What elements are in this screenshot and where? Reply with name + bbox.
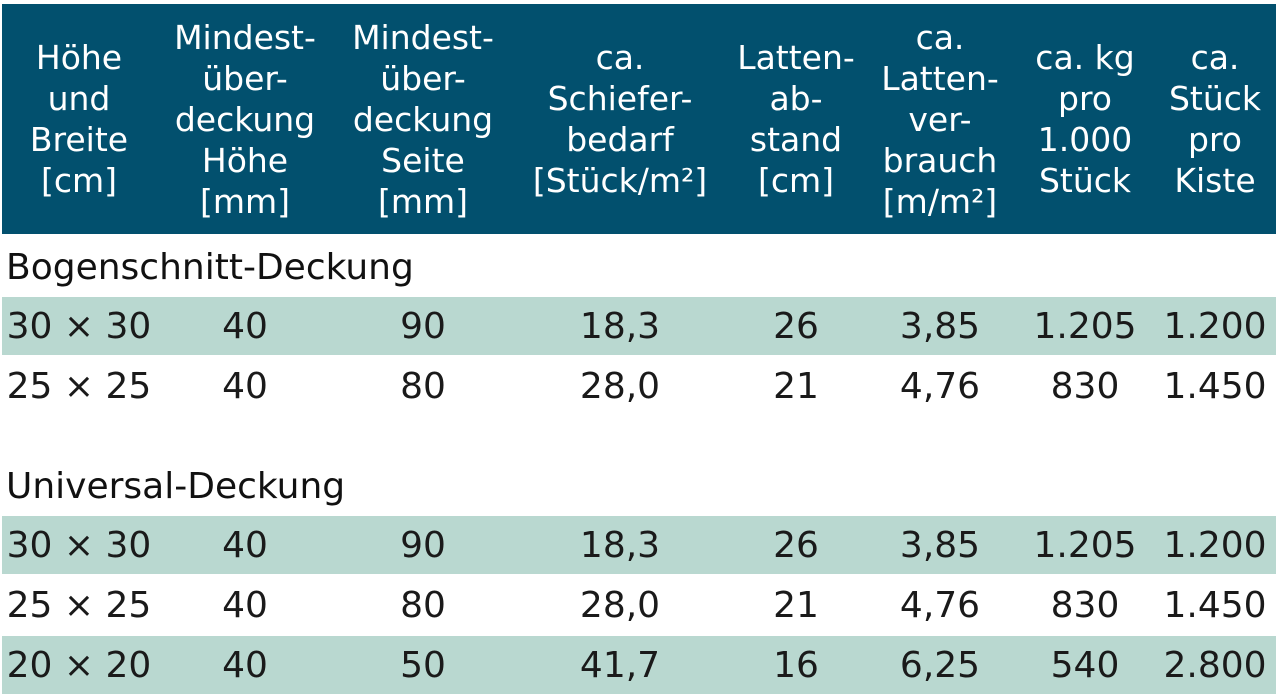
cell-batten-spacing: 16	[773, 644, 819, 686]
header-slate-demand: ca. Schiefer- bedarf [Stück/m²]	[532, 38, 708, 200]
cell-overlap-height: 40	[222, 524, 268, 566]
cell-batten-spacing: 26	[773, 524, 819, 566]
cell-batten-spacing: 26	[773, 305, 819, 347]
section-title-universal: Universal-Deckung	[6, 466, 346, 507]
cell-slate-demand: 18,3	[579, 524, 661, 566]
cell-weight: 540	[1050, 644, 1120, 686]
table-row: 25 × 25 40 80 28,0 21 4,76 830 1.450	[2, 357, 1276, 415]
header-pieces-per-box: ca. Stück pro Kiste	[1168, 38, 1262, 200]
cell-overlap-side: 90	[400, 305, 446, 347]
cell-batten-spacing: 21	[773, 365, 819, 407]
cell-pieces-per-box: 1.450	[1163, 365, 1267, 407]
cell-weight: 830	[1050, 584, 1120, 626]
cell-overlap-height: 40	[222, 365, 268, 407]
header-size: Höhe und Breite [cm]	[29, 38, 129, 200]
cell-overlap-side: 80	[400, 584, 446, 626]
table-header: Höhe und Breite [cm] Mindest- über- deck…	[2, 4, 1276, 234]
header-overlap-side: Mindest- über- deckung Seite [mm]	[352, 17, 494, 221]
cell-overlap-side: 90	[400, 524, 446, 566]
cell-overlap-height: 40	[222, 644, 268, 686]
cell-slate-demand: 28,0	[579, 365, 661, 407]
header-overlap-height: Mindest- über- deckung Höhe [mm]	[174, 17, 316, 221]
cell-weight: 1.205	[1033, 524, 1137, 566]
cell-batten-usage: 4,76	[899, 584, 981, 626]
cell-pieces-per-box: 2.800	[1163, 644, 1267, 686]
cell-batten-usage: 6,25	[899, 644, 981, 686]
header-batten-spacing: Latten- ab- stand [cm]	[737, 38, 855, 200]
cell-overlap-height: 40	[222, 584, 268, 626]
cell-size: 30 × 30	[6, 524, 152, 566]
header-batten-usage: ca. Latten- ver- brauch [m/m²]	[881, 17, 999, 221]
cell-batten-spacing: 21	[773, 584, 819, 626]
cell-overlap-height: 40	[222, 305, 268, 347]
cell-weight: 1.205	[1033, 305, 1137, 347]
cell-size: 25 × 25	[6, 365, 152, 407]
cell-size: 20 × 20	[6, 644, 152, 686]
table-row: 30 × 30 40 90 18,3 26 3,85 1.205 1.200	[2, 516, 1276, 574]
cell-weight: 830	[1050, 365, 1120, 407]
cell-pieces-per-box: 1.200	[1163, 305, 1267, 347]
table-row: 25 × 25 40 80 28,0 21 4,76 830 1.450	[2, 576, 1276, 634]
cell-batten-usage: 3,85	[899, 305, 981, 347]
cell-batten-usage: 3,85	[899, 524, 981, 566]
header-weight: ca. kg pro 1.000 Stück	[1035, 38, 1135, 200]
cell-pieces-per-box: 1.200	[1163, 524, 1267, 566]
cell-overlap-side: 50	[400, 644, 446, 686]
cell-slate-demand: 41,7	[579, 644, 661, 686]
cell-batten-usage: 4,76	[899, 365, 981, 407]
table-row: 30 × 30 40 90 18,3 26 3,85 1.205 1.200	[2, 297, 1276, 355]
cell-size: 30 × 30	[6, 305, 152, 347]
table-row: 20 × 20 40 50 41,7 16 6,25 540 2.800	[2, 636, 1276, 694]
cell-overlap-side: 80	[400, 365, 446, 407]
cell-slate-demand: 28,0	[579, 584, 661, 626]
cell-slate-demand: 18,3	[579, 305, 661, 347]
cell-size: 25 × 25	[6, 584, 152, 626]
cell-pieces-per-box: 1.450	[1163, 584, 1267, 626]
section-title-bogenschnitt: Bogenschnitt-Deckung	[6, 247, 414, 288]
